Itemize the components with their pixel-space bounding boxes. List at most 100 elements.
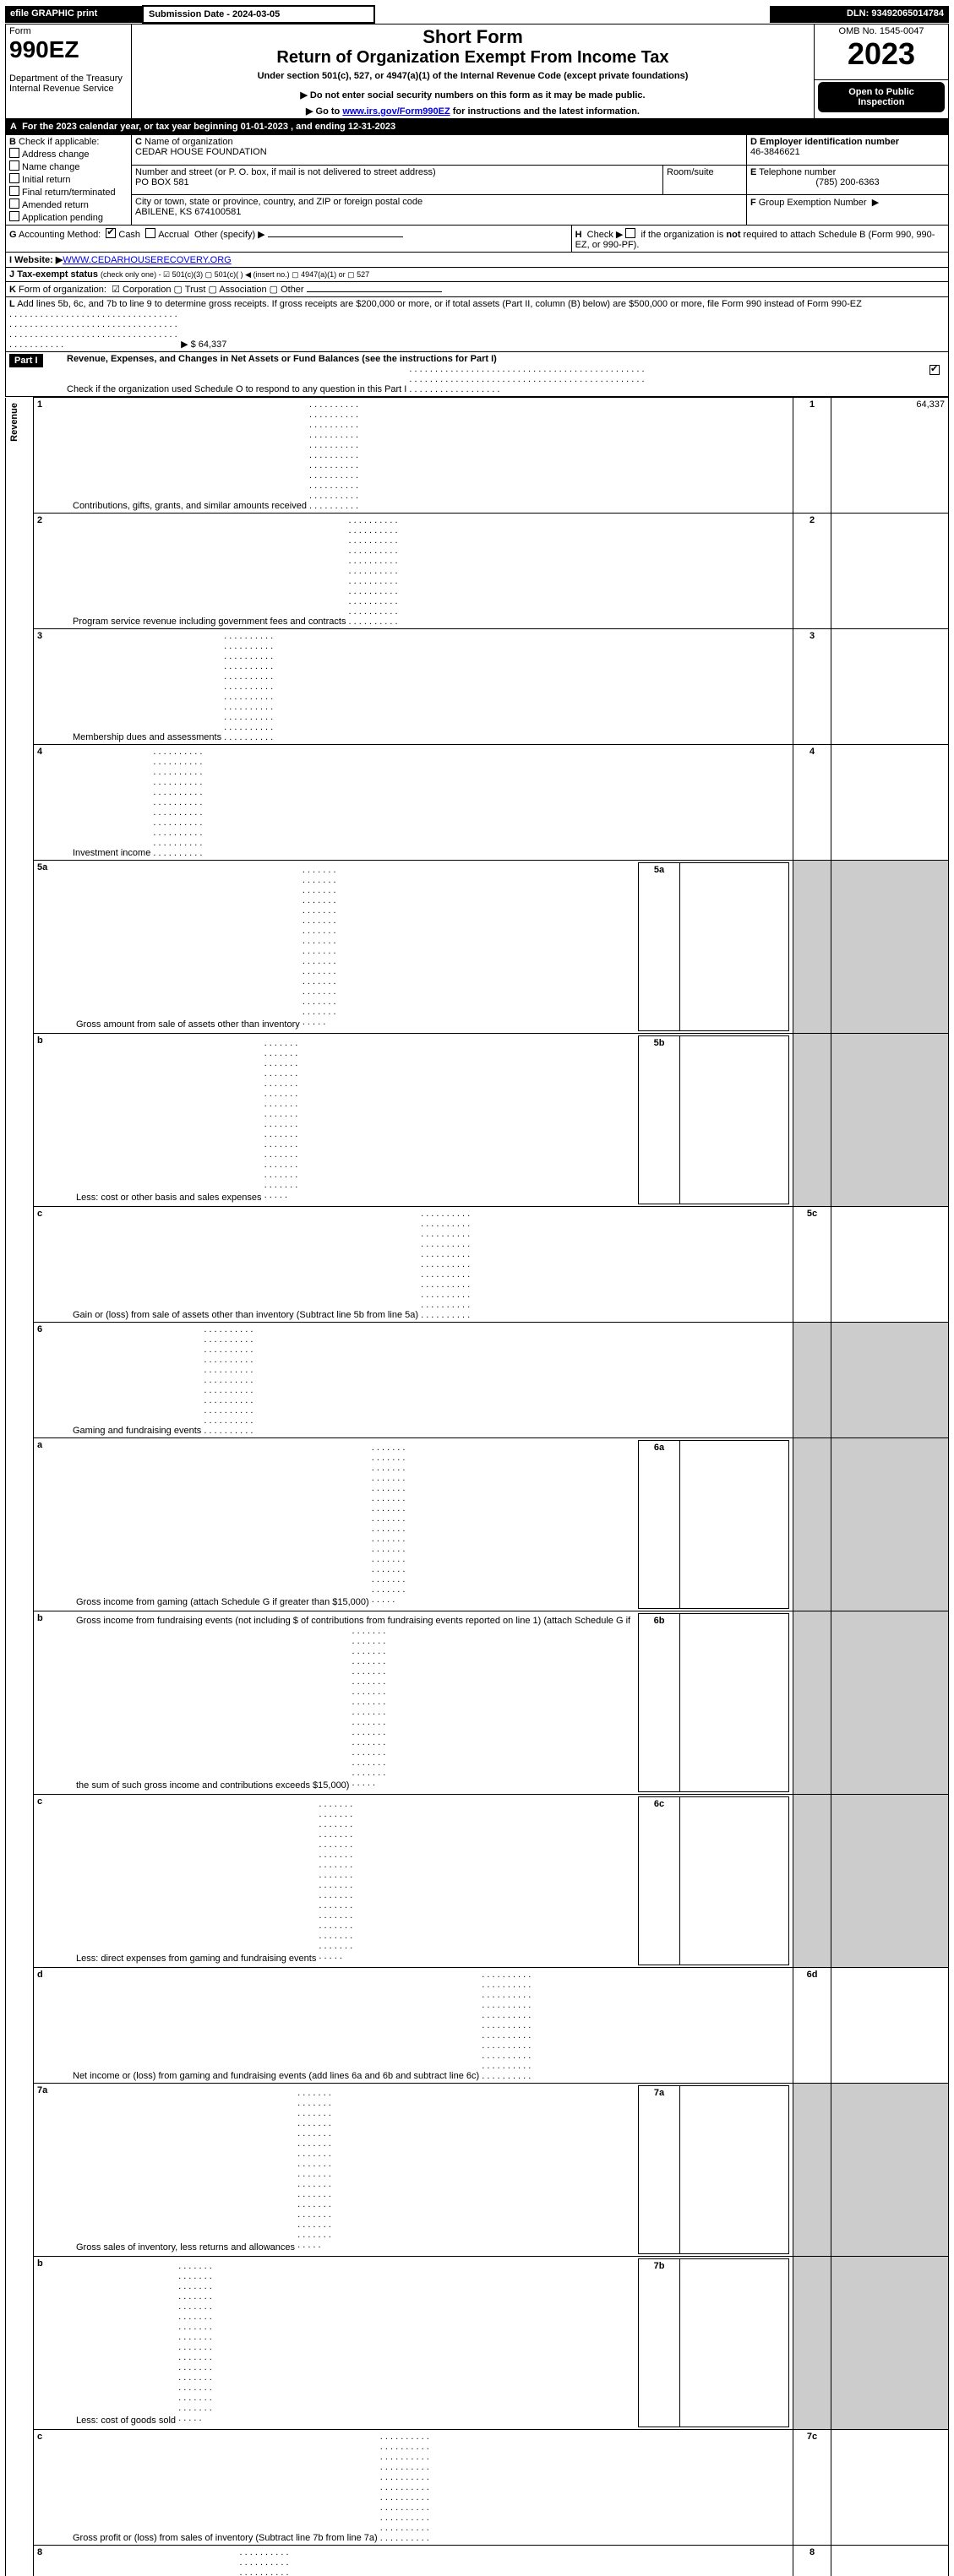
line-value — [831, 514, 949, 629]
line-number: 7a — [34, 2084, 70, 2257]
ssn-warning: ▶ Do not enter social security numbers o… — [135, 90, 810, 101]
line-k: K Form of organization: ☑ Corporation ▢ … — [5, 282, 949, 297]
line-row: bLess: cost of goods sold 7b — [6, 2257, 949, 2430]
line-value: 64,337 — [831, 398, 949, 514]
g-label: Accounting Method: — [19, 230, 101, 240]
accrual-checkbox[interactable] — [145, 228, 155, 238]
gross-receipts: $ 64,337 — [191, 340, 227, 350]
top-bar: efile GRAPHIC print Submission Date - 20… — [5, 5, 949, 24]
line-j: J Tax-exempt status (check only one) - ☑… — [5, 268, 949, 282]
open-public-inspection: Open to Public Inspection — [818, 82, 945, 112]
goto-link[interactable]: ▶ Go to www.irs.gov/Form990EZ for instru… — [135, 106, 810, 117]
line-ref: 5c — [793, 1207, 831, 1323]
h-checkbox[interactable] — [625, 228, 635, 238]
b-option[interactable]: Amended return — [9, 198, 128, 210]
line-row: cGross profit or (loss) from sales of in… — [6, 2430, 949, 2546]
line-number: 1 — [34, 398, 70, 514]
line-ref — [793, 2257, 831, 2430]
line-value — [831, 1438, 949, 1611]
line-ref: 2 — [793, 514, 831, 629]
part1-checkbox[interactable] — [929, 365, 940, 375]
line-text: Gross income from fundraising events (no… — [69, 1611, 793, 1795]
b-label: Check if applicable: — [19, 137, 99, 147]
subtitle: Under section 501(c), 527, or 4947(a)(1)… — [135, 71, 810, 81]
line-l: L Add lines 5b, 6c, and 7b to line 9 to … — [5, 297, 949, 352]
line-a: A For the 2023 calendar year, or tax yea… — [5, 119, 949, 134]
irs-link[interactable]: www.irs.gov/Form990EZ — [342, 106, 450, 117]
line-row: 5aGross amount from sale of assets other… — [6, 861, 949, 1034]
line-i: I Website: ▶WWW.CEDARHOUSERECOVERY.ORG — [5, 253, 949, 268]
line-row: bGross income from fundraising events (n… — [6, 1611, 949, 1795]
line-text: Gross income from gaming (attach Schedul… — [69, 1438, 793, 1611]
c-street-label: Number and street (or P. O. box, if mail… — [135, 167, 436, 177]
b-option[interactable]: Name change — [9, 160, 128, 172]
line-value — [831, 2546, 949, 2576]
line-number: d — [34, 1968, 70, 2084]
line-row: aGross income from gaming (attach Schedu… — [6, 1438, 949, 1611]
line-ref — [793, 2084, 831, 2257]
line-value — [831, 1611, 949, 1795]
line-row: 6Gaming and fundraising events — [6, 1323, 949, 1438]
line-value — [831, 1968, 949, 2084]
line-row: dNet income or (loss) from gaming and fu… — [6, 1968, 949, 2084]
line-value — [831, 1034, 949, 1207]
line-ref: 8 — [793, 2546, 831, 2576]
line-value — [831, 1795, 949, 1968]
efile-print[interactable]: efile GRAPHIC print — [5, 6, 143, 23]
line-ref — [793, 1795, 831, 1968]
b-option[interactable]: Address change — [9, 147, 128, 160]
line-value — [831, 1323, 949, 1438]
line-text: Program service revenue including govern… — [69, 514, 793, 629]
cash-checkbox[interactable] — [106, 228, 116, 238]
line-ref — [793, 1323, 831, 1438]
b-option[interactable]: Application pending — [9, 210, 128, 223]
line-ref — [793, 861, 831, 1034]
ein: 46-3846621 — [750, 147, 800, 157]
line-text: Net income or (loss) from gaming and fun… — [69, 1968, 793, 2084]
line-number: b — [34, 1034, 70, 1207]
line-text: Other revenue (describe in Schedule O) — [69, 2546, 793, 2576]
c-city-label: City or town, state or province, country… — [135, 197, 422, 207]
dln: DLN: 93492065014784 — [770, 6, 949, 23]
line-row: cLess: direct expenses from gaming and f… — [6, 1795, 949, 1968]
line-text: Contributions, gifts, grants, and simila… — [69, 398, 793, 514]
line-value — [831, 745, 949, 861]
room-label: Room/suite — [667, 167, 714, 177]
b-option[interactable]: Final return/terminated — [9, 185, 128, 198]
line-number: 2 — [34, 514, 70, 629]
f-label: Group Exemption Number — [759, 198, 867, 208]
tax-year: 2023 — [818, 36, 945, 72]
street: PO BOX 581 — [135, 177, 189, 187]
phone: (785) 200-6363 — [750, 177, 945, 187]
org-name: CEDAR HOUSE FOUNDATION — [135, 147, 267, 157]
form-number: 990EZ — [9, 36, 79, 62]
omb-no: OMB No. 1545-0047 — [839, 26, 924, 36]
line-ref — [793, 1611, 831, 1795]
line-number: c — [34, 1207, 70, 1323]
section-label: Revenue — [6, 398, 34, 2576]
website-link[interactable]: WWW.CEDARHOUSERECOVERY.ORG — [63, 255, 231, 265]
line-number: a — [34, 1438, 70, 1611]
part1-check-text: Check if the organization used Schedule … — [67, 384, 406, 394]
line-text: Less: direct expenses from gaming and fu… — [69, 1795, 793, 1968]
line-value — [831, 629, 949, 745]
part1-table: Revenue1Contributions, gifts, grants, an… — [5, 397, 949, 2576]
line-ref: 1 — [793, 398, 831, 514]
line-ref — [793, 1438, 831, 1611]
dept-treasury: Department of the Treasury Internal Reve… — [9, 73, 123, 94]
line-ref — [793, 1034, 831, 1207]
line-row: cGain or (loss) from sale of assets othe… — [6, 1207, 949, 1323]
part-i-badge: Part I — [9, 354, 43, 367]
city-state-zip: ABILENE, KS 674100581 — [135, 207, 241, 217]
line-text: Gross profit or (loss) from sales of inv… — [69, 2430, 793, 2546]
line-value — [831, 861, 949, 1034]
line-row: Revenue1Contributions, gifts, grants, an… — [6, 398, 949, 514]
b-option[interactable]: Initial return — [9, 172, 128, 185]
line-number: 3 — [34, 629, 70, 745]
c-name-label: Name of organization — [144, 137, 233, 147]
line-number: c — [34, 2430, 70, 2546]
line-ref: 7c — [793, 2430, 831, 2546]
line-number: b — [34, 1611, 70, 1795]
line-row: 2Program service revenue including gover… — [6, 514, 949, 629]
line-text: Gaming and fundraising events — [69, 1323, 793, 1438]
